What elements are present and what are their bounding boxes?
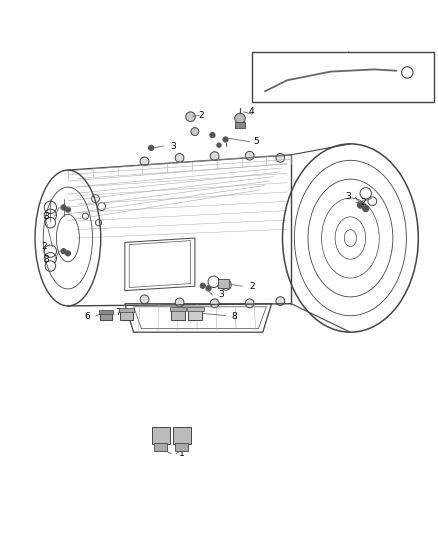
- Text: 5: 5: [253, 137, 259, 146]
- Circle shape: [61, 248, 66, 254]
- Bar: [175, 442, 188, 451]
- Bar: [152, 427, 170, 444]
- Bar: [170, 307, 186, 311]
- Circle shape: [61, 205, 66, 210]
- Circle shape: [92, 195, 99, 203]
- Bar: [173, 427, 191, 444]
- Circle shape: [65, 207, 71, 212]
- Text: 1: 1: [179, 449, 185, 458]
- Circle shape: [210, 299, 219, 308]
- Bar: [100, 312, 112, 320]
- Circle shape: [357, 202, 364, 208]
- Circle shape: [245, 151, 254, 160]
- Circle shape: [245, 299, 254, 308]
- Text: 7: 7: [115, 308, 121, 317]
- Circle shape: [140, 157, 149, 166]
- Circle shape: [217, 143, 221, 147]
- Circle shape: [140, 295, 149, 304]
- Circle shape: [98, 203, 106, 211]
- Text: 3: 3: [43, 212, 49, 221]
- Circle shape: [260, 88, 268, 96]
- Text: 3: 3: [43, 255, 49, 264]
- Bar: [252, 52, 434, 102]
- Bar: [154, 442, 167, 451]
- Circle shape: [186, 112, 195, 122]
- Circle shape: [402, 67, 413, 78]
- Bar: [235, 122, 245, 128]
- Text: 2: 2: [199, 111, 204, 120]
- Bar: [187, 307, 204, 311]
- Text: 10: 10: [343, 85, 354, 94]
- Circle shape: [175, 154, 184, 162]
- Bar: [171, 309, 185, 320]
- Bar: [188, 309, 202, 320]
- Circle shape: [210, 152, 219, 160]
- Text: 2: 2: [249, 282, 254, 290]
- Text: 6: 6: [85, 312, 91, 321]
- Circle shape: [206, 286, 211, 291]
- Circle shape: [200, 283, 205, 288]
- Circle shape: [191, 128, 199, 135]
- Circle shape: [175, 298, 184, 307]
- Circle shape: [148, 145, 154, 150]
- Circle shape: [208, 276, 219, 287]
- Circle shape: [276, 154, 285, 162]
- Circle shape: [82, 213, 88, 219]
- Circle shape: [221, 280, 231, 290]
- Text: 4: 4: [249, 107, 254, 116]
- Text: 2: 2: [361, 198, 366, 207]
- Text: 9: 9: [345, 58, 351, 68]
- Circle shape: [95, 220, 102, 226]
- Circle shape: [360, 188, 371, 199]
- Circle shape: [65, 251, 71, 256]
- Text: 2: 2: [41, 243, 46, 251]
- Circle shape: [45, 217, 56, 228]
- Text: 3: 3: [170, 142, 176, 150]
- Circle shape: [276, 297, 285, 305]
- Circle shape: [368, 197, 377, 206]
- Text: 3: 3: [218, 290, 224, 300]
- Bar: [218, 279, 229, 287]
- Circle shape: [223, 137, 228, 142]
- Text: 8: 8: [231, 312, 237, 321]
- Text: 3: 3: [345, 192, 351, 201]
- Bar: [119, 308, 134, 312]
- Circle shape: [45, 261, 56, 271]
- Circle shape: [235, 113, 245, 124]
- Circle shape: [363, 206, 369, 212]
- Bar: [120, 310, 133, 320]
- Circle shape: [210, 133, 215, 138]
- Bar: [99, 310, 113, 314]
